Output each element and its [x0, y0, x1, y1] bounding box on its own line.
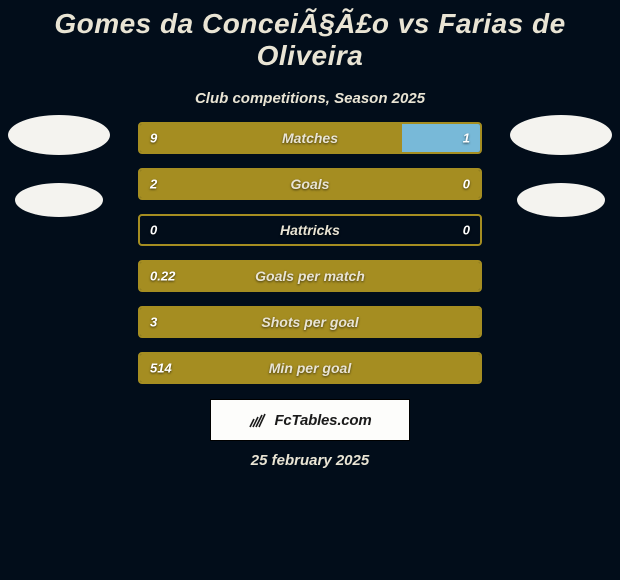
stat-row: Min per goal514: [138, 352, 482, 384]
stat-value-left: 0.22: [150, 269, 175, 284]
stat-label: Min per goal: [140, 360, 480, 376]
page-title: Gomes da ConceiÃ§Ã£o vs Farias de Olivei…: [0, 0, 620, 72]
stat-value-left: 2: [150, 177, 157, 192]
player-right-club-avatar: [517, 183, 605, 217]
stat-row: Goals per match0.22: [138, 260, 482, 292]
player-left-club-avatar: [15, 183, 103, 217]
brand-text: FcTables.com: [274, 412, 371, 429]
stat-row: Goals2 0: [138, 168, 482, 200]
stat-value-right: 0: [463, 223, 470, 238]
stat-row: Hattricks0 0: [138, 214, 482, 246]
stat-label: Shots per goal: [140, 314, 480, 330]
comparison-bars: Matches91Goals20Hattricks00Goals per mat…: [138, 122, 482, 384]
stat-label: Goals: [140, 176, 480, 192]
brand-box[interactable]: FcTables.com: [210, 399, 410, 441]
stat-value-left: 0: [150, 223, 157, 238]
stat-value-left: 3: [150, 315, 157, 330]
stat-value-left: 514: [150, 361, 172, 376]
player-left-avatar: [8, 115, 110, 155]
stat-label: Goals per match: [140, 268, 480, 284]
stat-value-right: 0: [463, 177, 470, 192]
stat-value-right: 1: [463, 131, 470, 146]
stat-label: Hattricks: [140, 222, 480, 238]
player-right-avatar: [510, 115, 612, 155]
subtitle: Club competitions, Season 2025: [0, 90, 620, 107]
brand-logo-icon: [248, 410, 268, 430]
left-avatar-column: [8, 115, 110, 217]
stat-row: Matches9 1: [138, 122, 482, 154]
stat-label: Matches: [140, 130, 480, 146]
date-label: 25 february 2025: [0, 452, 620, 469]
right-avatar-column: [510, 115, 612, 217]
stat-row: Shots per goal3: [138, 306, 482, 338]
stat-value-left: 9: [150, 131, 157, 146]
